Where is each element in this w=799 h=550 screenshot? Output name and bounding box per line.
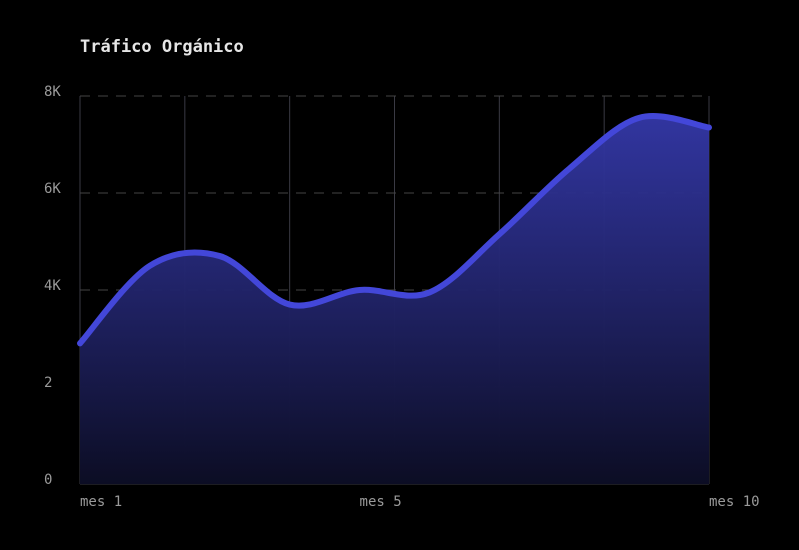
- y-tick-label: 4K: [44, 278, 61, 294]
- area-fill: [80, 116, 709, 484]
- line: [77, 113, 712, 347]
- chart-title: Tráfico Orgánico: [80, 37, 244, 57]
- y-tick-label: 8K: [44, 84, 61, 100]
- x-tick-label: mes 5: [360, 494, 402, 510]
- x-tick-label: mes 10: [709, 494, 760, 510]
- y-tick-label: 0: [44, 472, 52, 488]
- x-tick-label: mes 1: [80, 494, 122, 510]
- y-tick-label: 2: [44, 375, 52, 391]
- y-tick-label: 6K: [44, 181, 61, 197]
